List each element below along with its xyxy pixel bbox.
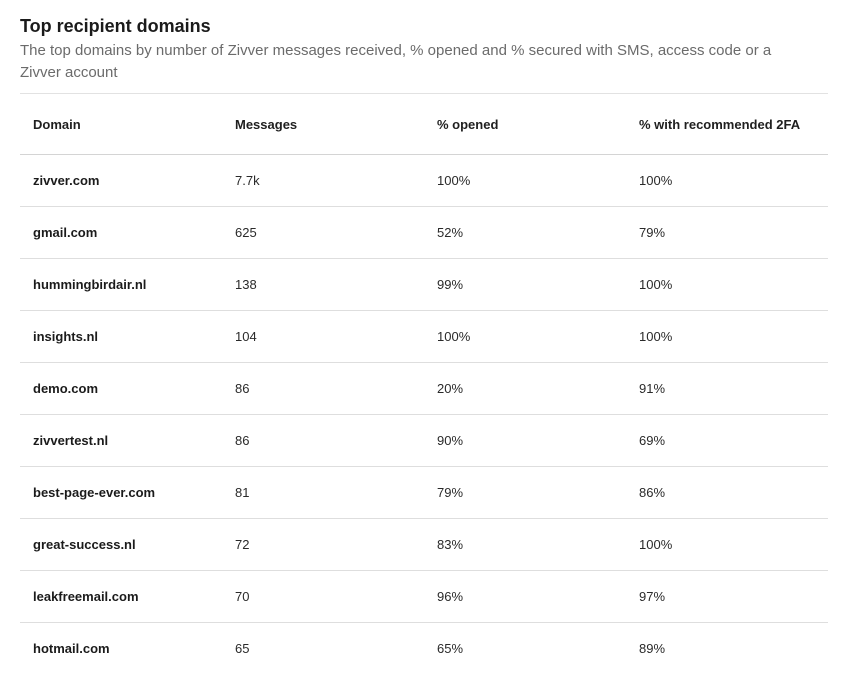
cell-opened: 96% [424, 570, 626, 623]
cell-domain: great-success.nl [20, 518, 222, 571]
column-header-messages: Messages [222, 94, 424, 155]
panel-subtitle: The top domains by number of Zivver mess… [20, 42, 772, 81]
cell-domain: hummingbirdair.nl [20, 258, 222, 311]
cell-messages: 72 [222, 518, 424, 571]
cell-messages: 138 [222, 258, 424, 311]
cell-messages: 7.7k [222, 154, 424, 207]
cell-messages: 86 [222, 414, 424, 467]
table-row: great-success.nl 72 83% 100% [20, 518, 828, 571]
domains-table: Domain Messages % opened % with recommen… [20, 94, 828, 674]
cell-2fa: 79% [626, 206, 828, 259]
cell-messages: 625 [222, 206, 424, 259]
cell-opened: 79% [424, 466, 626, 519]
cell-domain: hotmail.com [33, 641, 110, 656]
table-row: hotmail.com 65 65% 89% [20, 623, 828, 675]
cell-domain: gmail.com [20, 206, 222, 259]
cell-messages: 81 [222, 466, 424, 519]
cell-2fa: 69% [626, 414, 828, 467]
cell-domain: best-page-ever.com [20, 466, 222, 519]
cell-domain: demo.com [20, 362, 222, 415]
cell-opened: 83% [424, 518, 626, 571]
cell-2fa: 100% [626, 258, 828, 311]
cell-2fa: 91% [626, 362, 828, 415]
table-row: leakfreemail.com 70 96% 97% [20, 570, 828, 623]
cell-messages: 70 [222, 570, 424, 623]
cell-opened: 65% [437, 641, 464, 656]
cell-2fa: 100% [626, 310, 828, 363]
cell-opened: 100% [424, 154, 626, 207]
cell-domain: insights.nl [20, 310, 222, 363]
cell-2fa: 100% [626, 518, 828, 571]
cell-opened: 99% [424, 258, 626, 311]
column-header-opened: % opened [424, 94, 626, 155]
table-body: zivver.com 7.7k 100% 100% gmail.com 625 … [20, 154, 828, 675]
table-header-row: Domain Messages % opened % with recommen… [20, 94, 828, 155]
column-header-2fa: % with recommended 2FA [626, 94, 828, 155]
table-header: Domain Messages % opened % with recommen… [20, 94, 828, 155]
panel-title: Top recipient domains [20, 16, 211, 36]
column-header-domain: Domain [20, 94, 222, 155]
cell-opened: 20% [424, 362, 626, 415]
cell-2fa: 97% [626, 570, 828, 623]
cell-messages: 65 [235, 641, 250, 656]
table-row: zivvertest.nl 86 90% 69% [20, 414, 828, 467]
table-row: demo.com 86 20% 91% [20, 362, 828, 415]
cell-opened: 52% [424, 206, 626, 259]
cell-domain: zivvertest.nl [20, 414, 222, 467]
cell-messages: 86 [222, 362, 424, 415]
cell-domain: leakfreemail.com [20, 570, 222, 623]
cell-2fa: 100% [626, 154, 828, 207]
table-row: gmail.com 625 52% 79% [20, 206, 828, 259]
cell-messages: 104 [222, 310, 424, 363]
cell-2fa: 89% [639, 641, 666, 656]
table-row: zivver.com 7.7k 100% 100% [20, 154, 828, 207]
header-divider [20, 93, 828, 94]
cell-domain: zivver.com [20, 154, 222, 207]
cell-opened: 100% [424, 310, 626, 363]
table-row: best-page-ever.com 81 79% 86% [20, 466, 828, 519]
cell-opened: 90% [424, 414, 626, 467]
table-row: insights.nl 104 100% 100% [20, 310, 828, 363]
cell-2fa: 86% [626, 466, 828, 519]
table-row: hummingbirdair.nl 138 99% 100% [20, 258, 828, 311]
